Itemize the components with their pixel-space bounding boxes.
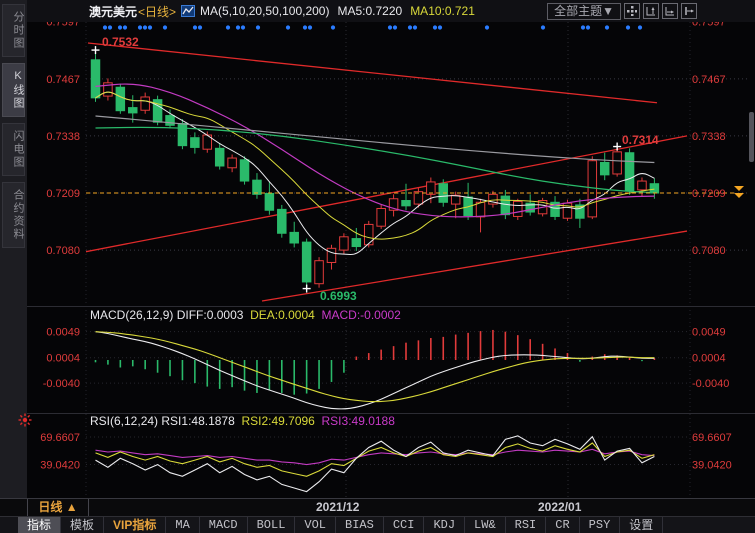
svg-text:0.7209: 0.7209 [692,188,726,200]
gridlines [0,20,755,497]
indicator-toolbar: 指标 模板 VIP指标 MA MACD BOLL VOL BIAS CCI KD… [0,516,755,533]
sidebar-item-time-chart[interactable]: 分时图 [2,4,25,57]
svg-text:0.7080: 0.7080 [692,245,726,257]
svg-text:-0.0040: -0.0040 [43,378,80,390]
svg-text:0.0049: 0.0049 [46,327,80,339]
candlesticks [90,50,660,289]
toolbar-ma[interactable]: MA [166,517,200,533]
svg-text:0.7467: 0.7467 [46,74,80,86]
sidebar-item-kline-chart[interactable]: K线图 [2,63,25,117]
all-themes-dropdown[interactable]: 全部主题▼ [547,2,621,20]
svg-text:0.7338: 0.7338 [46,131,80,143]
ma5-value-label: MA5:0.7220 [337,4,403,18]
event-markers[interactable] [102,25,643,30]
ma10-value-label: MA10:0.721 [410,4,475,18]
toolbar-psy[interactable]: PSY [580,517,621,533]
rsi1-value: RSI1:48.1878 [161,414,235,428]
toolbar-settings[interactable]: 设置 [620,517,664,533]
svg-text:0.7080: 0.7080 [46,245,80,257]
scrollbar-thumb[interactable] [749,112,754,162]
period-tag: <日线> [138,4,177,19]
month-label-dec: 2021/12 [316,500,360,514]
chart-header: 澳元美元 <日线> MA(5,10,20,50,100,200) MA5:0.72… [27,0,755,22]
period-selector-button[interactable]: 日线 ▲ [27,499,89,516]
macd-pane [94,329,656,410]
moving-average-lines [95,83,655,256]
current-price-line [86,186,744,198]
toolbar-boll[interactable]: BOLL [248,517,296,533]
macd-pane-header: MACD(26,12,9) DIFF:0.0003 DEA:0.0004 MAC… [90,308,401,322]
rsi-pane-header: RSI(6,12,24) RSI1:48.1878 RSI2:49.7096 R… [90,414,395,428]
symbol-name: 澳元美元 [89,4,138,19]
toolbar-templates[interactable]: 模板 [61,517,105,533]
chart-type-icon [181,5,196,17]
toolbar-vol[interactable]: VOL [295,517,337,533]
svg-text:39.0420: 39.0420 [692,460,732,472]
sidebar-item-lightning-chart[interactable]: 闪电图 [2,123,25,176]
sidebar-item-contract-info[interactable]: 合约资料 [2,182,25,248]
svg-text:0.7209: 0.7209 [46,188,80,200]
rsi2-value: RSI2:49.7096 [241,414,315,428]
toolbar-vip-indicators[interactable]: VIP指标 [104,517,167,533]
svg-text:69.6607: 69.6607 [40,432,80,444]
svg-text:0.7314: 0.7314 [622,133,659,147]
pane-settings-icon[interactable] [18,413,32,427]
rsi3-value: RSI3:49.0188 [321,414,395,428]
pan-crosshair-icon[interactable] [624,3,640,19]
toolbar-bias[interactable]: BIAS [336,517,384,533]
shift-chart-right-icon[interactable] [681,3,697,19]
toolbar-indicators[interactable]: 指标 [18,517,62,533]
toolbar-macd[interactable]: MACD [200,517,248,533]
month-label-jan: 2022/01 [538,500,582,514]
x-axis-scale-icon[interactable] [662,3,678,19]
toolbar-cr[interactable]: CR [546,517,580,533]
svg-text:0.7532: 0.7532 [102,35,139,49]
svg-text:0.6993: 0.6993 [320,289,357,303]
y-axis-scale-icon[interactable] [643,3,659,19]
svg-text:0.7467: 0.7467 [692,74,726,86]
svg-text:0.0004: 0.0004 [46,353,80,365]
macd-macd-value: MACD:-0.0002 [321,308,401,322]
macd-diff-value: DIFF:0.0003 [176,308,244,322]
left-sidebar: 分时图 K线图 闪电图 合约资料 [0,0,27,498]
toolbar-rsi[interactable]: RSI [506,517,547,533]
chart-annotations: 0.7532 0.6993 0.7314 [91,35,659,303]
macd-dea-value: DEA:0.0004 [250,308,315,322]
rsi-pane [95,435,655,493]
svg-text:69.6607: 69.6607 [692,432,732,444]
time-axis-row: 日线 ▲ 2021/12 2022/01 [0,498,755,517]
toolbar-lw[interactable]: LW& [465,517,506,533]
macd-title: MACD(26,12,9) [90,308,174,322]
ma-settings-label: MA(5,10,20,50,100,200) [200,4,330,18]
svg-text:-0.0040: -0.0040 [692,378,729,390]
toolbar-kdj[interactable]: KDJ [424,517,466,533]
toolbar-cci[interactable]: CCI [384,517,425,533]
rsi-title: RSI(6,12,24) [90,414,159,428]
trendlines [86,42,688,302]
svg-text:39.0420: 39.0420 [40,460,80,472]
svg-text:0.7338: 0.7338 [692,131,726,143]
svg-text:0.0049: 0.0049 [692,327,726,339]
svg-text:0.0004: 0.0004 [692,353,726,365]
